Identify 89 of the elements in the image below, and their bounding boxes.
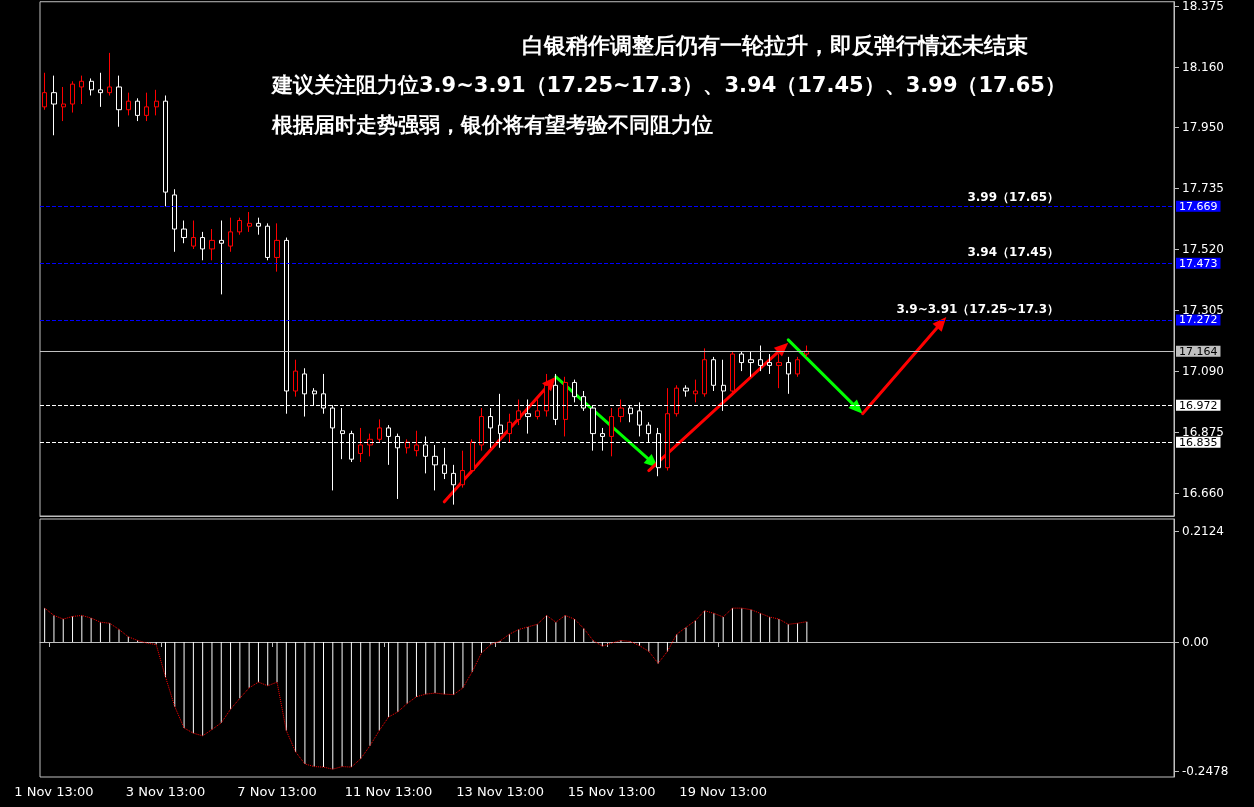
- candlestick: [209, 228, 215, 261]
- x-tick-label: 1 Nov 13:00: [14, 784, 94, 799]
- candlestick: [70, 80, 75, 114]
- candlestick: [776, 353, 782, 389]
- candlestick: [163, 95, 168, 207]
- candlestick: [563, 376, 568, 437]
- candlestick: [107, 52, 112, 96]
- candlestick: [460, 450, 465, 489]
- candlestick: [172, 188, 177, 253]
- candlestick: [219, 220, 224, 295]
- candlestick: [377, 418, 382, 443]
- candlestick: [618, 399, 624, 423]
- annotation: 根据届时走势强弱，银价将有望考验不同阻力位: [271, 112, 713, 137]
- candlestick: [154, 89, 159, 116]
- candlestick: [748, 350, 754, 378]
- candlestick: [200, 231, 205, 261]
- candlestick: [61, 86, 66, 122]
- candlestick: [237, 217, 242, 236]
- y-tick-label: -0.2478: [1182, 764, 1229, 779]
- y-tick-label: 18.375: [1182, 0, 1224, 13]
- candlestick: [786, 356, 791, 395]
- candlestick: [98, 72, 103, 108]
- x-tick-label: 7 Nov 13:00: [237, 784, 317, 799]
- candlestick: [51, 75, 57, 136]
- candlestick: [507, 413, 512, 443]
- ref-line-label: 16.972: [1179, 398, 1218, 412]
- candlestick: [181, 220, 187, 244]
- candlestick: [247, 211, 252, 233]
- ref-line-label: 17.473: [1179, 256, 1218, 270]
- ref-line-label: 16.835: [1179, 435, 1218, 449]
- candlestick: [674, 384, 679, 418]
- candlestick: [795, 356, 800, 378]
- x-tick-label: 13 Nov 13:00: [456, 784, 544, 799]
- candlestick: [274, 222, 280, 273]
- candlestick: [126, 92, 131, 116]
- x-tick-label: 3 Nov 13:00: [125, 784, 206, 799]
- candlestick: [470, 438, 475, 474]
- x-tick-label: 19 Nov 13:00: [679, 784, 768, 799]
- y-tick-label: 0.2124: [1182, 524, 1224, 539]
- candlestick: [535, 399, 540, 420]
- y-tick-label: 0.00: [1182, 635, 1209, 650]
- candlestick: [265, 222, 270, 261]
- candlestick: [42, 72, 47, 111]
- y-tick-label: 17.090: [1182, 364, 1224, 379]
- candlestick: [544, 373, 549, 418]
- candlestick: [89, 77, 94, 96]
- candlestick: [442, 447, 447, 480]
- candlestick: [479, 407, 484, 452]
- candlestick: [730, 350, 735, 395]
- candlestick: [228, 217, 233, 253]
- y-tick-label: 17.735: [1182, 180, 1224, 195]
- y-tick-label: 17.950: [1182, 119, 1224, 134]
- candlestick: [293, 359, 298, 398]
- y-tick-label: 16.660: [1182, 486, 1224, 501]
- ref-line-label: 17.272: [1179, 313, 1218, 327]
- candlestick: [702, 347, 707, 398]
- candlestick: [256, 217, 261, 236]
- annotation: 3.94（17.45）: [967, 245, 1059, 260]
- annotation: 3.9~3.91（17.25~17.3）: [896, 302, 1059, 317]
- candlestick: [739, 350, 744, 372]
- candlestick: [572, 379, 577, 403]
- x-tick-label: 11 Nov 13:00: [344, 784, 433, 799]
- candlestick: [693, 379, 698, 403]
- candlestick: [683, 384, 689, 398]
- candlestick: [609, 407, 614, 457]
- candlestick: [665, 387, 670, 472]
- candlestick: [116, 75, 122, 128]
- x-tick-label: 15 Nov 13:00: [567, 784, 656, 799]
- candlestick: [758, 345, 763, 372]
- annotation: 建议关注阻力位3.9~3.91（17.25~17.3）、3.94（17.45）、3.99（17.65）: [270, 72, 1066, 97]
- candlestick: [79, 75, 84, 105]
- line-series: [44, 607, 808, 770]
- candlestick: [767, 353, 772, 375]
- candlestick: [711, 356, 716, 392]
- candlestick: [191, 220, 196, 250]
- candlestick: [414, 430, 419, 457]
- candlestick: [516, 399, 521, 426]
- candlestick: [135, 97, 140, 122]
- y-tick-label: 18.160: [1182, 60, 1224, 75]
- candlestick: [451, 464, 456, 506]
- candlestick: [432, 444, 438, 491]
- annotation: 3.99（17.65）: [967, 189, 1059, 204]
- ref-line-label: 17.164: [1179, 344, 1218, 358]
- candlestick: [144, 92, 149, 122]
- candlestick: [367, 433, 373, 457]
- candlestick: [358, 427, 363, 463]
- text: 白银稍作调整后仍有一轮拉升，即反弹行情还未结束: [522, 32, 1028, 58]
- ref-line-label: 17.669: [1179, 199, 1218, 213]
- y-tick-label: 17.520: [1182, 241, 1224, 256]
